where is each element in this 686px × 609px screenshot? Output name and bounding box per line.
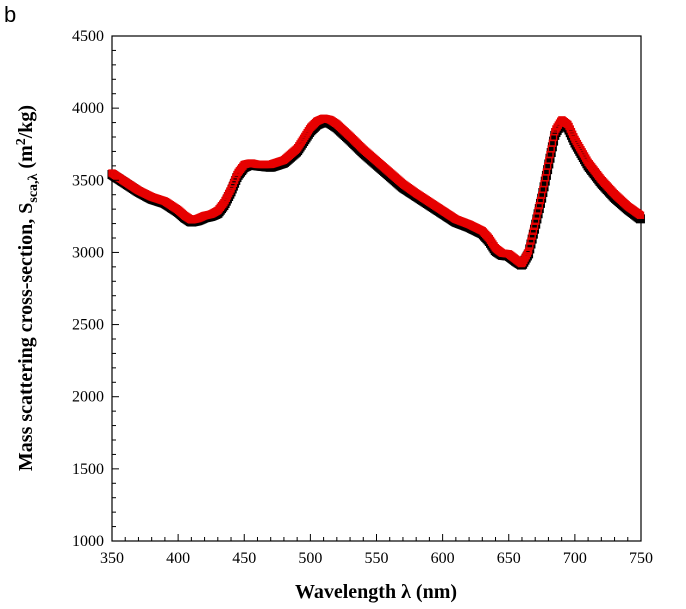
series-2 — [108, 114, 645, 268]
y-tick-label: 2000 — [72, 389, 104, 406]
y-tick-label: 3500 — [72, 172, 104, 189]
x-tick-label: 500 — [298, 550, 322, 567]
data-point — [533, 212, 541, 220]
data-point — [532, 217, 540, 225]
panel-label: b — [4, 2, 16, 27]
x-tick-label: 600 — [431, 550, 455, 567]
data-point — [536, 196, 545, 205]
data-point — [528, 232, 536, 240]
y-tick-label: 4000 — [72, 100, 104, 117]
data-point — [524, 247, 533, 255]
y-axis-title-unit-sup: 2 — [14, 138, 29, 145]
data-point — [526, 242, 534, 250]
data-point — [635, 210, 643, 219]
y-axis-title-unit-close: /kg) — [15, 105, 37, 139]
y-tick-label: 2500 — [72, 317, 104, 334]
y-tick-label: 4500 — [72, 28, 104, 45]
y-axis-title-unit-open: (m — [15, 145, 37, 174]
ticks-layer: 350 400 450 500 550 600 650 700 750 1000 1500 2000 2… — [72, 28, 653, 567]
x-tick-label: 400 — [166, 550, 190, 567]
x-tick-label: 450 — [232, 550, 256, 567]
data-point — [534, 207, 542, 215]
data-point — [636, 211, 645, 219]
y-axis-title: Mass scattering cross-section, Ssca,λ (m… — [14, 105, 41, 471]
data-point — [527, 237, 535, 245]
x-tick-label: 750 — [629, 550, 653, 567]
x-tick-label: 350 — [100, 550, 124, 567]
x-tick-label: 650 — [497, 550, 521, 567]
y-tick-label: 1500 — [72, 461, 104, 478]
data-point — [529, 227, 538, 235]
y-axis-title-main: Mass scattering cross-section, S — [15, 203, 37, 471]
y-tick-label: 1000 — [72, 533, 104, 550]
series-layer — [107, 114, 645, 270]
data-point — [530, 222, 539, 231]
x-tick-label: 700 — [563, 550, 587, 567]
x-axis-title: Wavelength λ (nm) — [295, 581, 457, 603]
data-point — [535, 201, 543, 210]
x-tick-label: 550 — [365, 550, 389, 567]
y-axis-title-subscript: sca,λ — [26, 173, 41, 202]
y-tick-label: 3000 — [72, 244, 104, 261]
